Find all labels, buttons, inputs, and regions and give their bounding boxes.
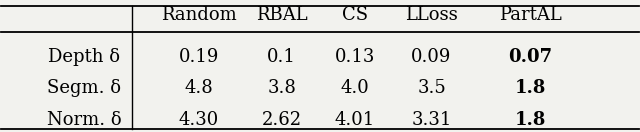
Text: Segm. δ: Segm. δ (47, 79, 121, 97)
Text: 1.8: 1.8 (515, 111, 546, 129)
Text: 4.8: 4.8 (184, 79, 213, 97)
Text: CS: CS (342, 6, 368, 24)
Text: PartAL: PartAL (499, 6, 562, 24)
Text: 3.31: 3.31 (412, 111, 452, 129)
Text: 0.13: 0.13 (335, 48, 375, 66)
Text: 2.62: 2.62 (262, 111, 302, 129)
Text: LLoss: LLoss (405, 6, 458, 24)
Text: 3.8: 3.8 (268, 79, 296, 97)
Text: Norm. δ: Norm. δ (47, 111, 122, 129)
Text: 4.0: 4.0 (340, 79, 369, 97)
Text: 1.8: 1.8 (515, 79, 546, 97)
Text: 0.09: 0.09 (412, 48, 452, 66)
Text: 0.07: 0.07 (508, 48, 552, 66)
Text: Random: Random (161, 6, 237, 24)
Text: 3.5: 3.5 (417, 79, 446, 97)
Text: 4.30: 4.30 (179, 111, 219, 129)
Text: Depth δ: Depth δ (48, 48, 120, 66)
Text: 0.19: 0.19 (179, 48, 219, 66)
Text: 4.01: 4.01 (335, 111, 375, 129)
Text: 0.1: 0.1 (268, 48, 296, 66)
Text: RBAL: RBAL (256, 6, 308, 24)
